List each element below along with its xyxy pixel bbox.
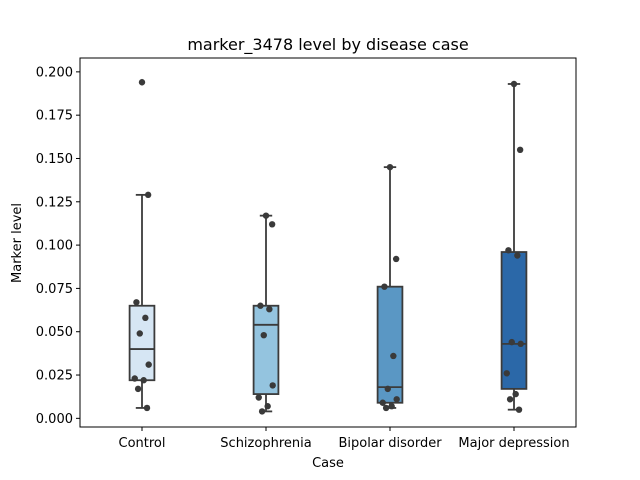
data-point [392,255,400,263]
y-tick-label: 0.000 [36,412,73,427]
plot-area: 0.000 0.025 0.050 0.075 0.100 0.125 0.150 0.175… [36,57,577,451]
data-point [382,404,390,412]
data-point [386,163,394,171]
data-point [258,408,266,415]
data-point [257,302,264,309]
x-tick-label: Bipolar disorder [338,436,442,451]
data-point [508,338,515,346]
data-point [503,370,510,377]
y-tick-label: 0.150 [36,152,73,167]
y-tick-label: 0.050 [36,325,73,340]
axes-frame [79,57,577,428]
data-point [142,314,149,322]
data-point [140,377,147,384]
data-point [514,252,521,259]
data-point [133,299,140,306]
data-point [255,394,262,401]
data-point [266,305,273,313]
y-tick-label: 0.025 [36,369,73,384]
x-axis-label: Case [312,456,344,471]
data-point [510,80,518,88]
data-point [144,191,152,199]
data-point [384,385,391,393]
data-point [262,212,270,219]
chart-title: marker_3478 level by disease case [187,35,468,55]
data-point [269,382,276,389]
data-point [268,221,276,228]
data-point [515,406,523,413]
box-iqr [500,251,528,390]
y-tick-label: 0.200 [36,65,73,80]
data-point [390,352,397,360]
data-point [138,79,146,86]
data-point [145,361,152,368]
x-tick-label: Control [119,436,166,451]
data-point [264,403,271,410]
data-point [517,340,524,348]
data-point [505,247,512,254]
data-point [506,396,514,403]
data-point [131,375,138,382]
data-point [516,146,524,154]
y-tick-label: 0.075 [36,282,73,297]
data-point [134,385,142,393]
y-axis-label: Marker level [10,203,25,283]
data-point [393,396,400,403]
data-point [136,330,143,337]
box-iqr [128,304,156,382]
x-tick-label: Major depression [458,436,569,451]
data-point [143,404,151,412]
x-tick-label: Schizophrenia [220,436,311,451]
y-tick-label: 0.125 [36,195,73,210]
data-point [381,283,388,290]
y-tick-label: 0.100 [36,239,73,254]
y-tick-label: 0.175 [36,109,73,124]
data-point [388,403,395,410]
data-point [379,399,386,406]
box-iqr [376,285,404,404]
data-point [512,390,519,398]
box-iqr [252,304,280,395]
data-point [260,331,267,339]
